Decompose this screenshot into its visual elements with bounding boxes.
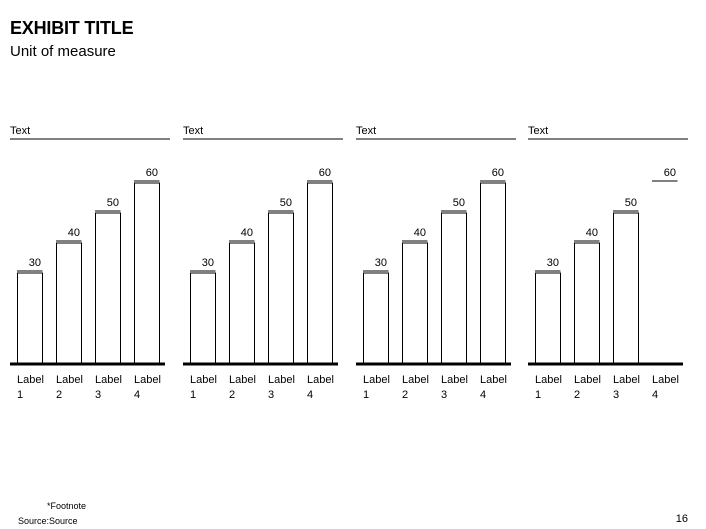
category-label-number: 1 xyxy=(190,389,196,401)
bar xyxy=(402,242,428,364)
bar xyxy=(574,242,600,364)
category-label: Label xyxy=(535,374,562,386)
category-label-number: 3 xyxy=(95,389,101,401)
bar xyxy=(535,272,561,364)
category-label: Label xyxy=(402,374,429,386)
category-label-number: 2 xyxy=(402,389,408,401)
bar xyxy=(363,272,389,364)
bar xyxy=(56,242,82,364)
category-label: Label xyxy=(134,374,161,386)
category-label-number: 4 xyxy=(652,389,658,401)
data-label: 60 xyxy=(319,167,331,179)
category-label: Label xyxy=(95,374,122,386)
unit-of-measure: Unit of measure xyxy=(10,43,116,60)
bar xyxy=(480,182,506,364)
category-label: Label xyxy=(441,374,468,386)
category-label-number: 3 xyxy=(613,389,619,401)
data-label: 60 xyxy=(664,167,676,179)
category-label-number: 4 xyxy=(134,389,140,401)
data-label: 40 xyxy=(241,227,253,239)
exhibit-title: EXHIBIT TITLE xyxy=(10,18,134,38)
data-label: 60 xyxy=(146,167,158,179)
category-label: Label xyxy=(480,374,507,386)
category-label-number: 2 xyxy=(229,389,235,401)
data-label: 30 xyxy=(29,257,41,269)
category-label: Label xyxy=(56,374,83,386)
category-label: Label xyxy=(574,374,601,386)
bar xyxy=(268,212,294,364)
category-label-number: 2 xyxy=(56,389,62,401)
category-label: Label xyxy=(613,374,640,386)
panel-title: Text xyxy=(10,125,30,137)
category-label: Label xyxy=(307,374,334,386)
category-label-number: 3 xyxy=(441,389,447,401)
data-label: 50 xyxy=(625,197,637,209)
source-note: Source:Source xyxy=(18,516,78,526)
category-label-number: 1 xyxy=(363,389,369,401)
bar xyxy=(17,272,43,364)
category-label: Label xyxy=(229,374,256,386)
category-label-number: 3 xyxy=(268,389,274,401)
footnote: *Footnote xyxy=(47,501,87,511)
category-label-number: 4 xyxy=(307,389,313,401)
panel-title: Text xyxy=(528,125,548,137)
category-label: Label xyxy=(652,374,679,386)
category-label-number: 1 xyxy=(17,389,23,401)
data-label: 30 xyxy=(202,257,214,269)
bar xyxy=(229,242,255,364)
bar xyxy=(613,212,639,364)
category-label-number: 2 xyxy=(574,389,580,401)
category-label: Label xyxy=(363,374,390,386)
bar xyxy=(441,212,467,364)
panel-title: Text xyxy=(356,125,376,137)
data-label: 40 xyxy=(68,227,80,239)
panel-title: Text xyxy=(183,125,203,137)
bar xyxy=(95,212,121,364)
data-label: 40 xyxy=(586,227,598,239)
data-label: 50 xyxy=(280,197,292,209)
category-label: Label xyxy=(17,374,44,386)
data-label: 40 xyxy=(414,227,426,239)
category-label-number: 4 xyxy=(480,389,486,401)
data-label: 30 xyxy=(547,257,559,269)
category-label: Label xyxy=(268,374,295,386)
category-label: Label xyxy=(190,374,217,386)
bar xyxy=(190,272,216,364)
data-label: 60 xyxy=(492,167,504,179)
page-number: 16 xyxy=(675,513,688,525)
data-label: 50 xyxy=(453,197,465,209)
bar xyxy=(134,182,160,364)
data-label: 30 xyxy=(375,257,387,269)
data-label: 50 xyxy=(107,197,119,209)
bar xyxy=(307,182,333,364)
category-label-number: 1 xyxy=(535,389,541,401)
